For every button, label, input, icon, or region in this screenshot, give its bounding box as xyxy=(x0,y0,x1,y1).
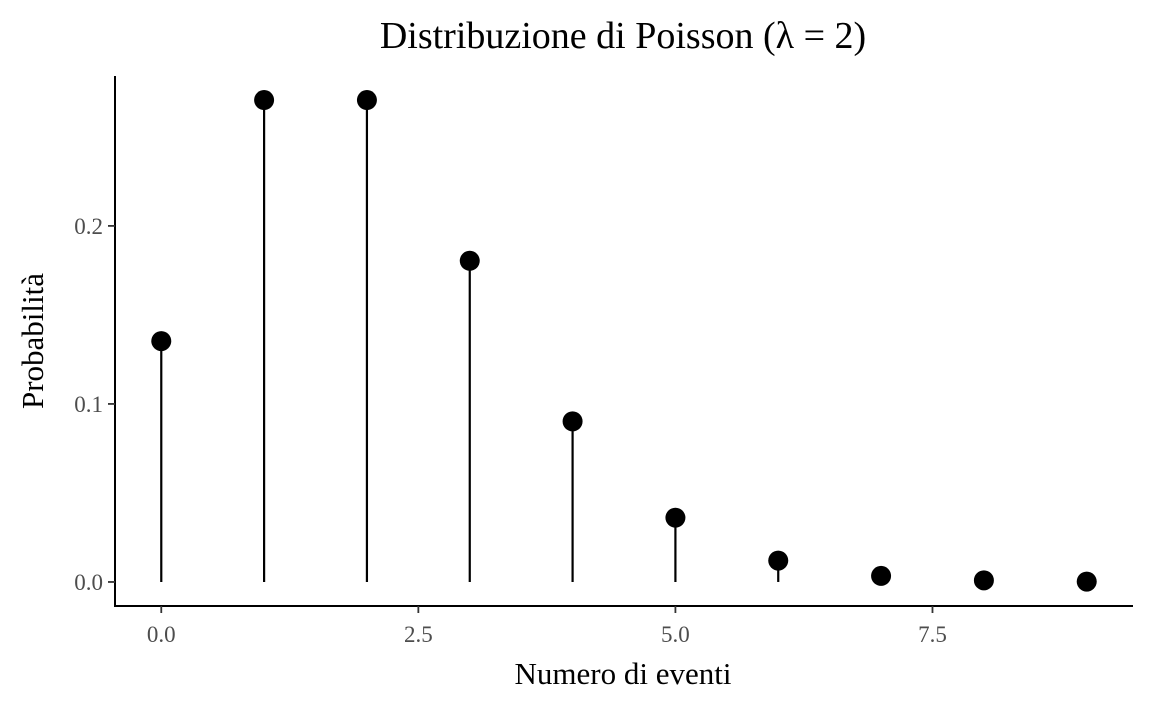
x-ticks: 0.0 2.5 5.0 7.5 xyxy=(147,606,947,647)
x-tick-label: 5.0 xyxy=(661,622,690,647)
y-tick-label: 0.0 xyxy=(74,570,103,595)
x-tick-label: 2.5 xyxy=(404,622,433,647)
x-axis-title: Numero di eventi xyxy=(515,656,732,691)
data-point-7 xyxy=(871,565,892,586)
data-point-3 xyxy=(459,250,480,271)
y-tick-label: 0.1 xyxy=(74,392,103,417)
data-point-8 xyxy=(973,570,994,591)
data-point-4 xyxy=(562,411,583,432)
data-point-2 xyxy=(356,90,377,111)
y-axis-title: Probabilità xyxy=(15,273,50,409)
data-point-1 xyxy=(254,90,275,111)
data-point-9 xyxy=(1076,571,1097,592)
plot-area: 0.0 0.1 0.2 0.0 2.5 5.0 7.5 xyxy=(74,76,1133,647)
chart-title: Distribuzione di Poisson (λ = 2) xyxy=(380,15,866,57)
stems xyxy=(160,100,1088,582)
y-ticks: 0.0 0.1 0.2 xyxy=(74,214,115,595)
y-tick-label: 0.2 xyxy=(74,214,103,239)
data-point-5 xyxy=(665,507,686,528)
points xyxy=(151,90,1097,592)
x-tick-label: 7.5 xyxy=(918,622,947,647)
data-point-6 xyxy=(768,550,789,571)
x-tick-label: 0.0 xyxy=(147,622,176,647)
data-point-0 xyxy=(151,331,172,352)
